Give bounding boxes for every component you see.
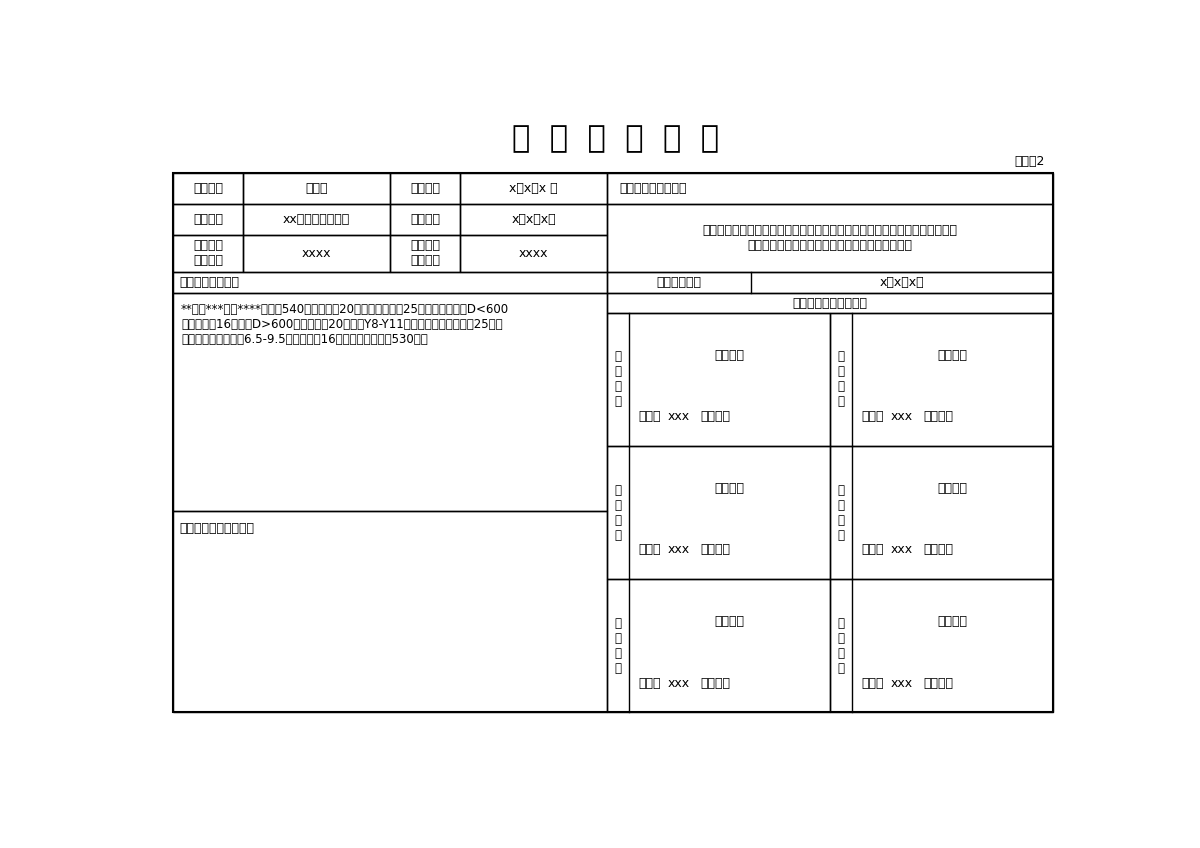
Text: x年x月x日: x年x月x日: [511, 213, 556, 226]
Text: **东起***西至****，全长540米，路宽：20米。污水管线（25根），雨水管线D<600
雨水管线（16根），D>600雨水管线（20根）。Y8-Y11段: **东起***西至****，全长540米，路宽：20米。污水管线（25根），雨水…: [181, 303, 509, 346]
Text: 验收范围及数量：: 验收范围及数量：: [180, 276, 240, 289]
Text: x年x月x日: x年x月x日: [880, 276, 924, 289]
Bar: [830, 579, 1052, 712]
Bar: [607, 579, 830, 712]
Text: 同意验收: 同意验收: [937, 349, 967, 362]
Text: 施管表2: 施管表2: [1015, 155, 1045, 168]
Text: xx市政工程总公司: xx市政工程总公司: [283, 213, 350, 226]
Text: （盖章）: （盖章）: [701, 677, 731, 689]
Text: 同意验收: 同意验收: [937, 482, 967, 495]
Bar: [460, 173, 607, 204]
Bar: [390, 173, 460, 204]
Text: 同意验收: 同意验收: [937, 616, 967, 628]
Bar: [390, 204, 460, 235]
Bar: [242, 173, 390, 204]
Text: xxx: xxx: [667, 677, 690, 689]
Text: 工程名称: 工程名称: [193, 182, 223, 195]
Text: 存在问题及处理意见：: 存在问题及处理意见：: [180, 522, 254, 535]
Text: 签名：: 签名：: [638, 677, 661, 689]
Text: 开工日期: 开工日期: [410, 182, 440, 195]
Bar: [607, 272, 1052, 293]
Text: 勘
察
单
位: 勘 察 单 位: [614, 616, 622, 675]
Text: xxx: xxx: [890, 410, 912, 423]
Bar: [173, 272, 607, 293]
Text: 同意验收: 同意验收: [714, 616, 744, 628]
Bar: [173, 511, 607, 712]
Bar: [173, 204, 242, 235]
Text: 设
计
单
位: 设 计 单 位: [838, 350, 845, 409]
Text: 对工程的质量评定：: 对工程的质量评定：: [619, 182, 686, 195]
Bar: [460, 204, 607, 235]
Bar: [242, 204, 390, 235]
Text: xxx: xxx: [667, 410, 690, 423]
Text: 合同造价
（万元）: 合同造价 （万元）: [193, 239, 223, 267]
Text: xxxx: xxxx: [302, 247, 331, 260]
Bar: [173, 293, 607, 511]
Text: 签名：: 签名：: [862, 544, 883, 556]
Text: 参加竣工验收单位意见: 参加竣工验收单位意见: [792, 297, 868, 310]
Text: 同意验收: 同意验收: [714, 482, 744, 495]
Bar: [607, 293, 1052, 313]
Text: 施
工
单
位: 施 工 单 位: [838, 483, 845, 542]
Bar: [830, 446, 1052, 579]
Bar: [242, 235, 390, 272]
Bar: [607, 446, 830, 579]
Text: 签名：: 签名：: [862, 677, 883, 689]
Text: 邀
请
单
位: 邀 请 单 位: [838, 616, 845, 675]
Text: 竣工验收日期: 竣工验收日期: [656, 276, 702, 289]
Bar: [607, 204, 1052, 272]
Text: 工程已按施工合同要求完成，进验收检查，外观项目、量测项目及资料核查均
符合有关标准的规定，全部达到合格，同意验收。: 工程已按施工合同要求完成，进验收检查，外观项目、量测项目及资料核查均 符合有关标…: [702, 224, 958, 252]
Text: 签名：: 签名：: [638, 410, 661, 423]
Text: 签名：: 签名：: [638, 544, 661, 556]
Text: （盖章）: （盖章）: [924, 544, 954, 556]
Text: xxx: xxx: [667, 544, 690, 556]
Text: 竣  工  验  收  证  书: 竣 工 验 收 证 书: [511, 124, 719, 153]
Bar: [390, 235, 460, 272]
Bar: [607, 173, 1052, 204]
Text: 同意验收: 同意验收: [714, 349, 744, 362]
Text: 监
理
单
位: 监 理 单 位: [614, 483, 622, 542]
Text: 模板类: 模板类: [305, 182, 328, 195]
Bar: [830, 313, 1052, 446]
Text: 建
设
单
位: 建 设 单 位: [614, 350, 622, 409]
Text: 签名：: 签名：: [862, 410, 883, 423]
Text: 施工决算
（万元）: 施工决算 （万元）: [410, 239, 440, 267]
Bar: [173, 173, 1052, 712]
Text: （盖章）: （盖章）: [701, 544, 731, 556]
Text: xxx: xxx: [890, 544, 912, 556]
Text: （盖章）: （盖章）: [924, 410, 954, 423]
Bar: [607, 313, 830, 446]
Bar: [460, 235, 607, 272]
Text: xxx: xxx: [890, 677, 912, 689]
Text: （盖章）: （盖章）: [701, 410, 731, 423]
Bar: [173, 235, 242, 272]
Text: 竣工日期: 竣工日期: [410, 213, 440, 226]
Text: 施工单位: 施工单位: [193, 213, 223, 226]
Bar: [173, 173, 242, 204]
Text: x年x月x 日: x年x月x 日: [509, 182, 558, 195]
Text: （盖章）: （盖章）: [924, 677, 954, 689]
Text: xxxx: xxxx: [518, 247, 548, 260]
